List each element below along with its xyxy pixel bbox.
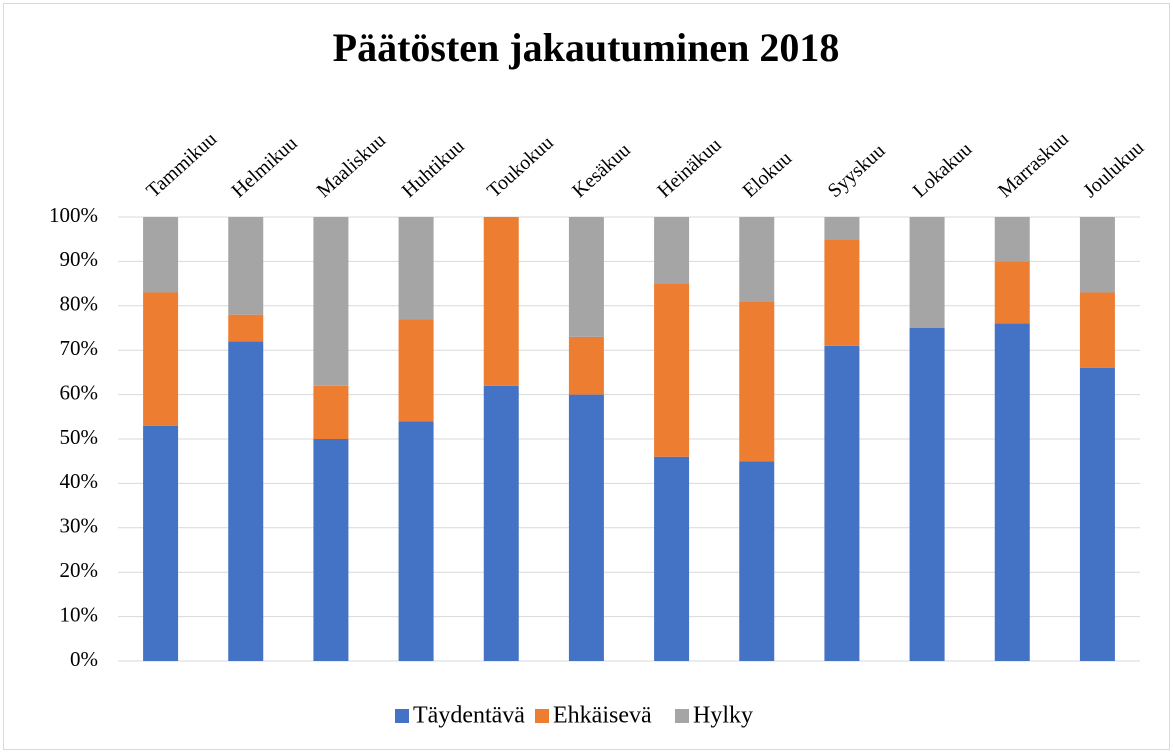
bar-segment: [228, 314, 264, 342]
bar-segment: [824, 345, 860, 661]
bar-segment: [654, 456, 690, 661]
bar-segment: [313, 439, 349, 661]
bar-segment: [1079, 292, 1115, 368]
bar-segment: [739, 217, 775, 302]
bar-segment: [994, 323, 1030, 661]
bar-segment: [398, 217, 434, 320]
bar-segment: [994, 261, 1030, 324]
legend-label: Ehkäisevä: [553, 703, 652, 729]
bar-segment: [228, 217, 264, 315]
bar-segment: [313, 217, 349, 386]
bar-segment: [568, 336, 604, 395]
y-tick-label: 70%: [60, 336, 99, 360]
bar-segment: [228, 341, 264, 661]
bar-segment: [824, 217, 860, 240]
legend-label: Hylky: [693, 703, 753, 729]
legend-swatch: [535, 709, 549, 723]
legend-swatch: [395, 709, 409, 723]
bar-segment: [313, 385, 349, 439]
bar-segment: [994, 217, 1030, 262]
legend-swatch: [675, 709, 689, 723]
y-tick-label: 100%: [49, 203, 98, 227]
y-tick-label: 10%: [60, 602, 99, 626]
y-tick-label: 20%: [60, 558, 99, 582]
bar-segment: [143, 217, 179, 293]
bar-segment: [654, 217, 690, 284]
bar-segment: [483, 217, 519, 386]
bar-segment: [483, 385, 519, 661]
bar-segment: [143, 292, 179, 426]
bar-segment: [568, 217, 604, 337]
bar-segment: [568, 394, 604, 661]
bar-segment: [1079, 217, 1115, 293]
y-tick-label: 50%: [60, 425, 99, 449]
bar-segment: [739, 461, 775, 661]
y-tick-label: 0%: [70, 647, 98, 671]
y-tick-label: 40%: [60, 469, 99, 493]
chart-title: Päätösten jakautuminen 2018: [333, 25, 840, 70]
legend-label: Täydentävä: [413, 703, 525, 729]
bar-segment: [143, 425, 179, 661]
bar-segment: [398, 421, 434, 661]
y-tick-label: 90%: [60, 247, 99, 271]
bar-segment: [909, 217, 945, 328]
bar-segment: [824, 239, 860, 346]
bar-segment: [1079, 367, 1115, 661]
y-tick-label: 60%: [60, 380, 99, 404]
y-tick-label: 30%: [60, 514, 99, 538]
bar-segment: [739, 301, 775, 462]
bar-segment: [909, 328, 945, 661]
y-tick-label: 80%: [60, 292, 99, 316]
bar-segment: [398, 319, 434, 422]
bar-segment: [654, 283, 690, 457]
